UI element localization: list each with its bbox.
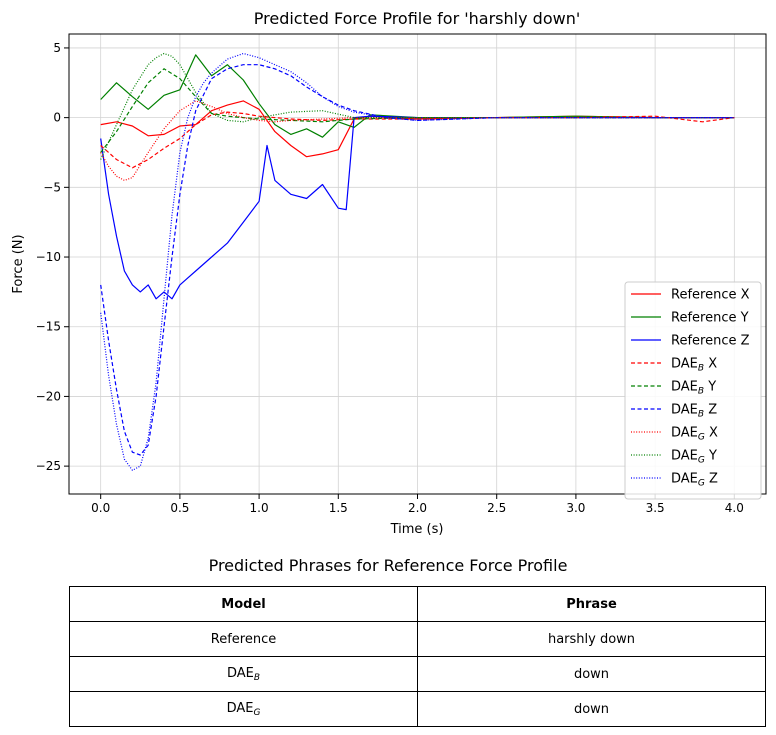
x-tick-label: 3.5: [646, 501, 665, 515]
x-axis-label: Time (s): [390, 522, 444, 537]
y-axis-label: Force (N): [11, 234, 26, 293]
phrase-cell: down: [417, 656, 766, 692]
model-cell: DAEG: [69, 691, 418, 727]
x-tick-label: 3.0: [566, 501, 585, 515]
x-tick-label: 0.0: [91, 501, 110, 515]
legend-entry: DAEB Y: [671, 380, 716, 397]
model-cell: Reference: [69, 621, 418, 657]
legend-entry: Reference Y: [671, 311, 749, 326]
legend-entry: DAEB X: [671, 357, 717, 374]
force-profile-chart: Predicted Force Profile for 'harshly dow…: [11, 9, 767, 537]
table-title: Predicted Phrases for Reference Force Pr…: [208, 556, 568, 575]
x-tick-label: 1.5: [329, 501, 348, 515]
y-tick-label: 0: [53, 111, 61, 125]
series-line-dae-g-y: [100, 52, 735, 160]
table-row: DAEB down: [69, 656, 766, 692]
grid-lines: [69, 34, 766, 494]
series-layer: [100, 52, 735, 471]
series-line-reference-z: [100, 115, 735, 300]
table-row: Reference harshly down: [69, 621, 766, 657]
phrase-cell: down: [417, 691, 766, 727]
series-line-dae-b-x: [100, 111, 735, 169]
table-row: DAEG down: [69, 691, 766, 727]
y-tick-label: 5: [53, 41, 61, 55]
legend-entry: Reference X: [671, 288, 750, 303]
model-cell: DAEB: [69, 656, 418, 692]
x-axis-ticks: 0.0 0.5 1.0 1.5 2.0 2.5 3.0 3.5 4.0: [91, 494, 744, 515]
chart-title: Predicted Force Profile for 'harshly dow…: [254, 9, 580, 28]
y-tick-label: −20: [36, 389, 61, 403]
series-line-dae-b-z: [100, 64, 735, 456]
phrase-cell: harshly down: [417, 621, 766, 657]
legend-frame: [624, 281, 762, 500]
x-tick-label: 2.5: [487, 501, 506, 515]
y-tick-label: −5: [43, 180, 61, 194]
y-tick-label: −10: [36, 250, 61, 264]
legend-entry: Reference Z: [671, 334, 750, 349]
y-axis-ticks: −25 −20 −15 −10 −5 0 5: [36, 41, 69, 473]
legend-entry: DAEB Z: [671, 403, 717, 420]
legend-entry: DAEG Y: [671, 449, 717, 466]
series-line-dae-g-z: [100, 52, 735, 471]
legend: Reference X Reference Y Reference Z DAEB X D…: [624, 281, 762, 500]
legend-entry: DAEG Z: [671, 472, 718, 489]
x-tick-label: 0.5: [170, 501, 189, 515]
x-tick-label: 1.0: [250, 501, 269, 515]
x-tick-label: 4.0: [725, 501, 744, 515]
legend-entry: DAEG X: [671, 426, 718, 443]
header-model: Model: [69, 586, 418, 622]
table-header-row: Model Phrase: [69, 586, 766, 622]
y-tick-label: −15: [36, 320, 61, 334]
header-phrase: Phrase: [417, 586, 766, 622]
x-tick-label: 2.0: [408, 501, 427, 515]
phrases-table: Model Phrase Reference harshly down DAEB do…: [69, 586, 766, 727]
y-tick-label: −25: [36, 459, 61, 473]
